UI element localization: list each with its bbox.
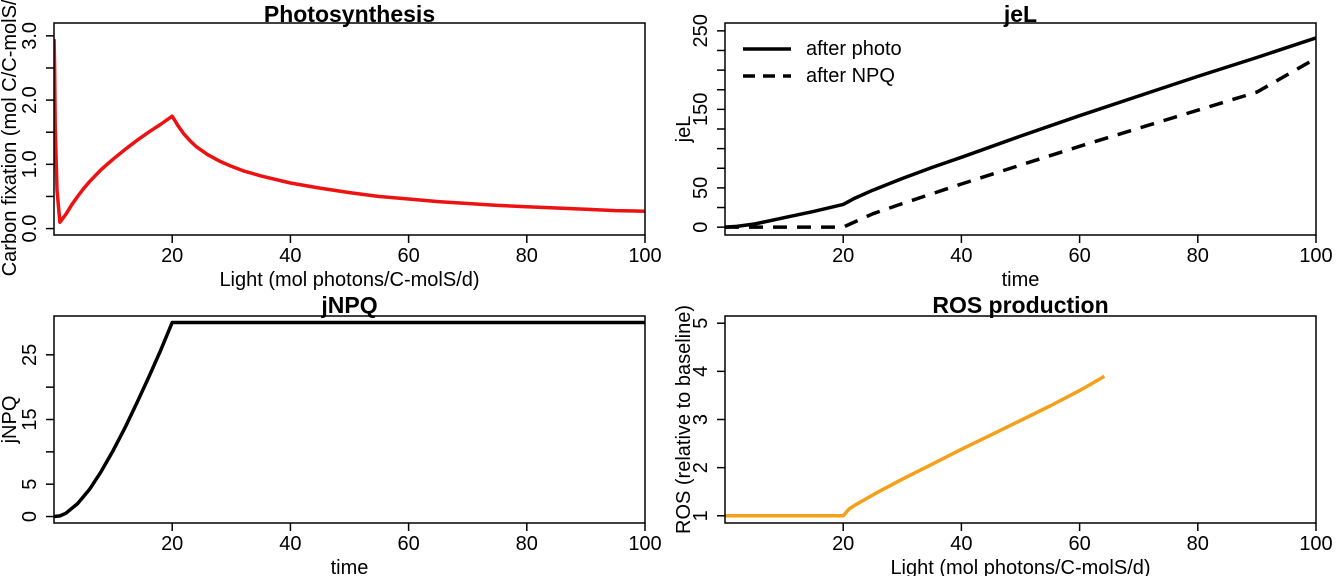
series-line-0 <box>54 39 645 224</box>
x-tick-label: 20 <box>161 533 183 555</box>
panel-jel: 20 40 60 80 100 0 50 150 250 jeL time jeL after phot… <box>673 1 1333 291</box>
y-tick-label: 150 <box>690 93 712 126</box>
x-tick-label: 40 <box>279 533 301 555</box>
y-tick-label: 5 <box>690 318 712 329</box>
y-axis-label: jNPQ <box>0 396 21 445</box>
y-tick-label: 4 <box>690 366 712 377</box>
y-tick-label: 1.0 <box>19 150 41 178</box>
x-tick-label: 100 <box>628 245 661 267</box>
x-axis-label: Light (mol photons/C-molS/d) <box>890 557 1150 576</box>
y-tick-label: 50 <box>690 177 712 199</box>
legend-label: after photo <box>806 38 902 60</box>
x-tick-label: 80 <box>1187 533 1209 555</box>
series-line-0 <box>54 320 645 519</box>
plot-frame <box>53 22 646 236</box>
y-tick-label: 15 <box>19 408 41 430</box>
x-tick-label: 80 <box>516 245 538 267</box>
y-tick-label: 3.0 <box>19 22 41 50</box>
plot-frame <box>53 315 646 524</box>
x-tick-label: 40 <box>950 245 972 267</box>
y-tick-label: 250 <box>690 14 712 47</box>
chart-title: jeL <box>1003 1 1037 27</box>
x-tick-label: 100 <box>628 533 661 555</box>
y-tick-label: 0.0 <box>19 215 41 243</box>
y-tick-label: 0 <box>690 222 712 233</box>
x-axis-label: time <box>1002 269 1040 291</box>
y-axis-label: jeL <box>673 116 695 144</box>
x-tick-label: 80 <box>1187 245 1209 267</box>
x-axis-label: time <box>331 557 369 576</box>
y-tick-label: 5 <box>19 479 41 490</box>
x-tick-label: 20 <box>832 245 854 267</box>
legend: after photo after NPQ <box>743 38 902 87</box>
y-tick-label: 3 <box>690 414 712 425</box>
series-line-after-photo <box>725 36 1316 229</box>
chart-title: jNPQ <box>320 292 377 318</box>
y-axis-label: ROS (relative to baseline) <box>673 305 695 534</box>
x-axis-label: Light (mol photons/C-molS/d) <box>219 269 479 291</box>
y-tick-label: 0 <box>19 511 41 522</box>
x-tick-label: 60 <box>1068 533 1090 555</box>
series-line-after-NPQ <box>725 56 1316 229</box>
legend-label: after NPQ <box>806 65 895 87</box>
series-line-0 <box>725 374 1106 518</box>
x-tick-label: 20 <box>832 533 854 555</box>
y-tick-label: 2 <box>690 462 712 473</box>
x-tick-label: 60 <box>1068 245 1090 267</box>
y-axis-label: Carbon fixation (mol C/C-molS/d) <box>0 0 21 276</box>
chart-title: Photosynthesis <box>264 1 435 27</box>
y-tick-label: 1 <box>690 510 712 521</box>
x-tick-label: 60 <box>397 245 419 267</box>
panel-jnpq: 20 40 60 80 100 0 5 15 25 jNPQ time jNPQ <box>0 292 662 576</box>
x-tick-label: 40 <box>950 533 972 555</box>
x-tick-label: 20 <box>161 245 183 267</box>
x-tick-label: 100 <box>1299 245 1332 267</box>
x-tick-label: 100 <box>1299 533 1332 555</box>
chart-title: ROS production <box>932 292 1108 318</box>
x-tick-label: 60 <box>397 533 419 555</box>
panel-ros-production: 20 40 60 80 100 1 2 3 4 5 ROS production Light (mol… <box>673 292 1333 576</box>
x-tick-label: 80 <box>516 533 538 555</box>
y-tick-label: 2.0 <box>19 86 41 114</box>
y-tick-label: 25 <box>19 344 41 366</box>
panel-photosynthesis: 20 40 60 80 100 0.0 1.0 2.0 3.0 Photosynthesis Lig… <box>0 0 662 291</box>
x-tick-label: 40 <box>279 245 301 267</box>
